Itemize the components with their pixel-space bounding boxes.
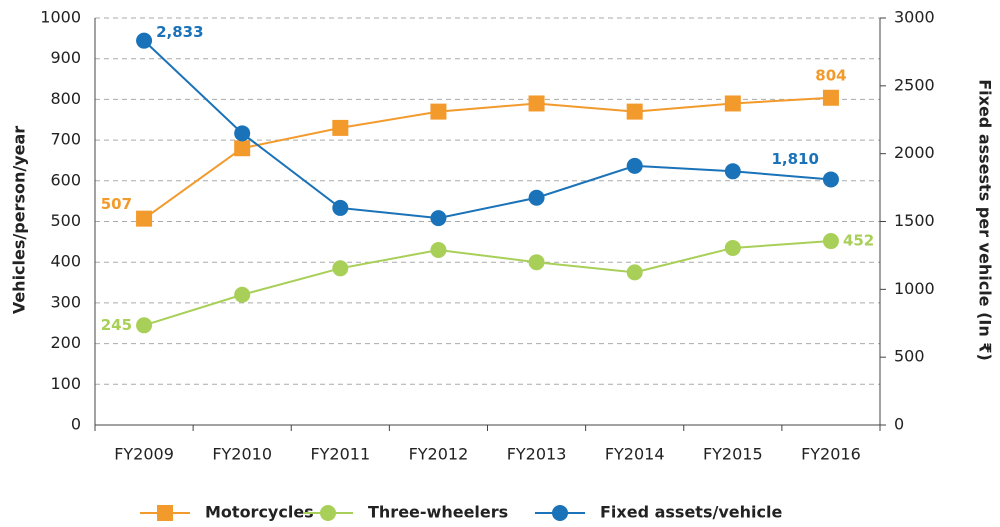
x-tick-label: FY2012: [409, 445, 469, 464]
series-line: [143, 240, 832, 327]
y-axis-label: Vehicles/person/year: [10, 126, 29, 314]
data-point: [822, 233, 839, 250]
data-point: [822, 171, 839, 188]
y2-tick-label: 500: [894, 347, 925, 366]
y-tick-label: 900: [50, 48, 81, 67]
legend-label: Three-wheelers: [368, 503, 508, 522]
data-point: [430, 103, 447, 120]
y2-tick-label: 2000: [894, 143, 935, 162]
data-point: [724, 163, 741, 180]
y-tick-label: 1000: [40, 8, 81, 27]
legend-marker: [320, 505, 336, 521]
y-tick-label: 800: [50, 89, 81, 108]
legend-label: Fixed assets/vehicle: [600, 503, 782, 522]
data-point: [136, 317, 153, 334]
x-tick-label: FY2011: [310, 445, 370, 464]
data-point: [136, 32, 153, 49]
x-tick-label: FY2010: [212, 445, 272, 464]
x-tick-label: FY2016: [801, 445, 861, 464]
data-point: [528, 189, 545, 206]
y-tick-label: 200: [50, 333, 81, 352]
data-label: 245: [101, 316, 132, 334]
data-label: 804: [815, 66, 846, 84]
data-label: 452: [843, 232, 874, 250]
data-point: [430, 210, 447, 227]
y-tick-label: 600: [50, 170, 81, 189]
x-tick-label: FY2009: [114, 445, 174, 464]
data-point: [626, 103, 643, 120]
data-point: [332, 260, 349, 277]
x-tick-label: FY2015: [703, 445, 763, 464]
y-tick-label: 0: [71, 415, 81, 434]
data-point: [332, 119, 349, 136]
y-tick-label: 400: [50, 252, 81, 271]
data-point: [234, 125, 251, 142]
legend-marker: [552, 505, 568, 521]
y2-tick-label: 0: [894, 415, 904, 434]
data-point: [234, 140, 251, 157]
legend-label: Motorcycles: [205, 503, 314, 522]
data-point: [626, 157, 643, 174]
y2-tick-label: 3000: [894, 8, 935, 27]
data-point: [528, 95, 545, 112]
y2-tick-label: 1000: [894, 279, 935, 298]
y-tick-label: 300: [50, 292, 81, 311]
y2-axis-label: Fixed assests per vehicle (In ₹): [976, 79, 995, 361]
data-point: [528, 254, 545, 271]
x-tick-label: FY2013: [507, 445, 567, 464]
y-tick-label: 700: [50, 130, 81, 149]
y-tick-label: 100: [50, 374, 81, 393]
y-tick-label: 500: [50, 211, 81, 230]
data-point: [724, 95, 741, 112]
x-tick-label: FY2014: [605, 445, 665, 464]
data-point: [822, 89, 839, 106]
series-line: [143, 39, 832, 220]
data-point: [332, 199, 349, 216]
y2-tick-label: 1500: [894, 211, 935, 230]
legend-marker: [157, 505, 173, 521]
data-point: [724, 239, 741, 256]
y2-tick-label: 2500: [894, 75, 935, 94]
data-point: [234, 286, 251, 303]
data-point: [626, 264, 643, 281]
series-line: [143, 96, 831, 220]
data-label: 507: [101, 195, 132, 213]
data-point: [136, 210, 153, 227]
data-label: 1,810: [771, 150, 818, 168]
data-label: 2,833: [156, 23, 203, 41]
data-point: [430, 241, 447, 258]
